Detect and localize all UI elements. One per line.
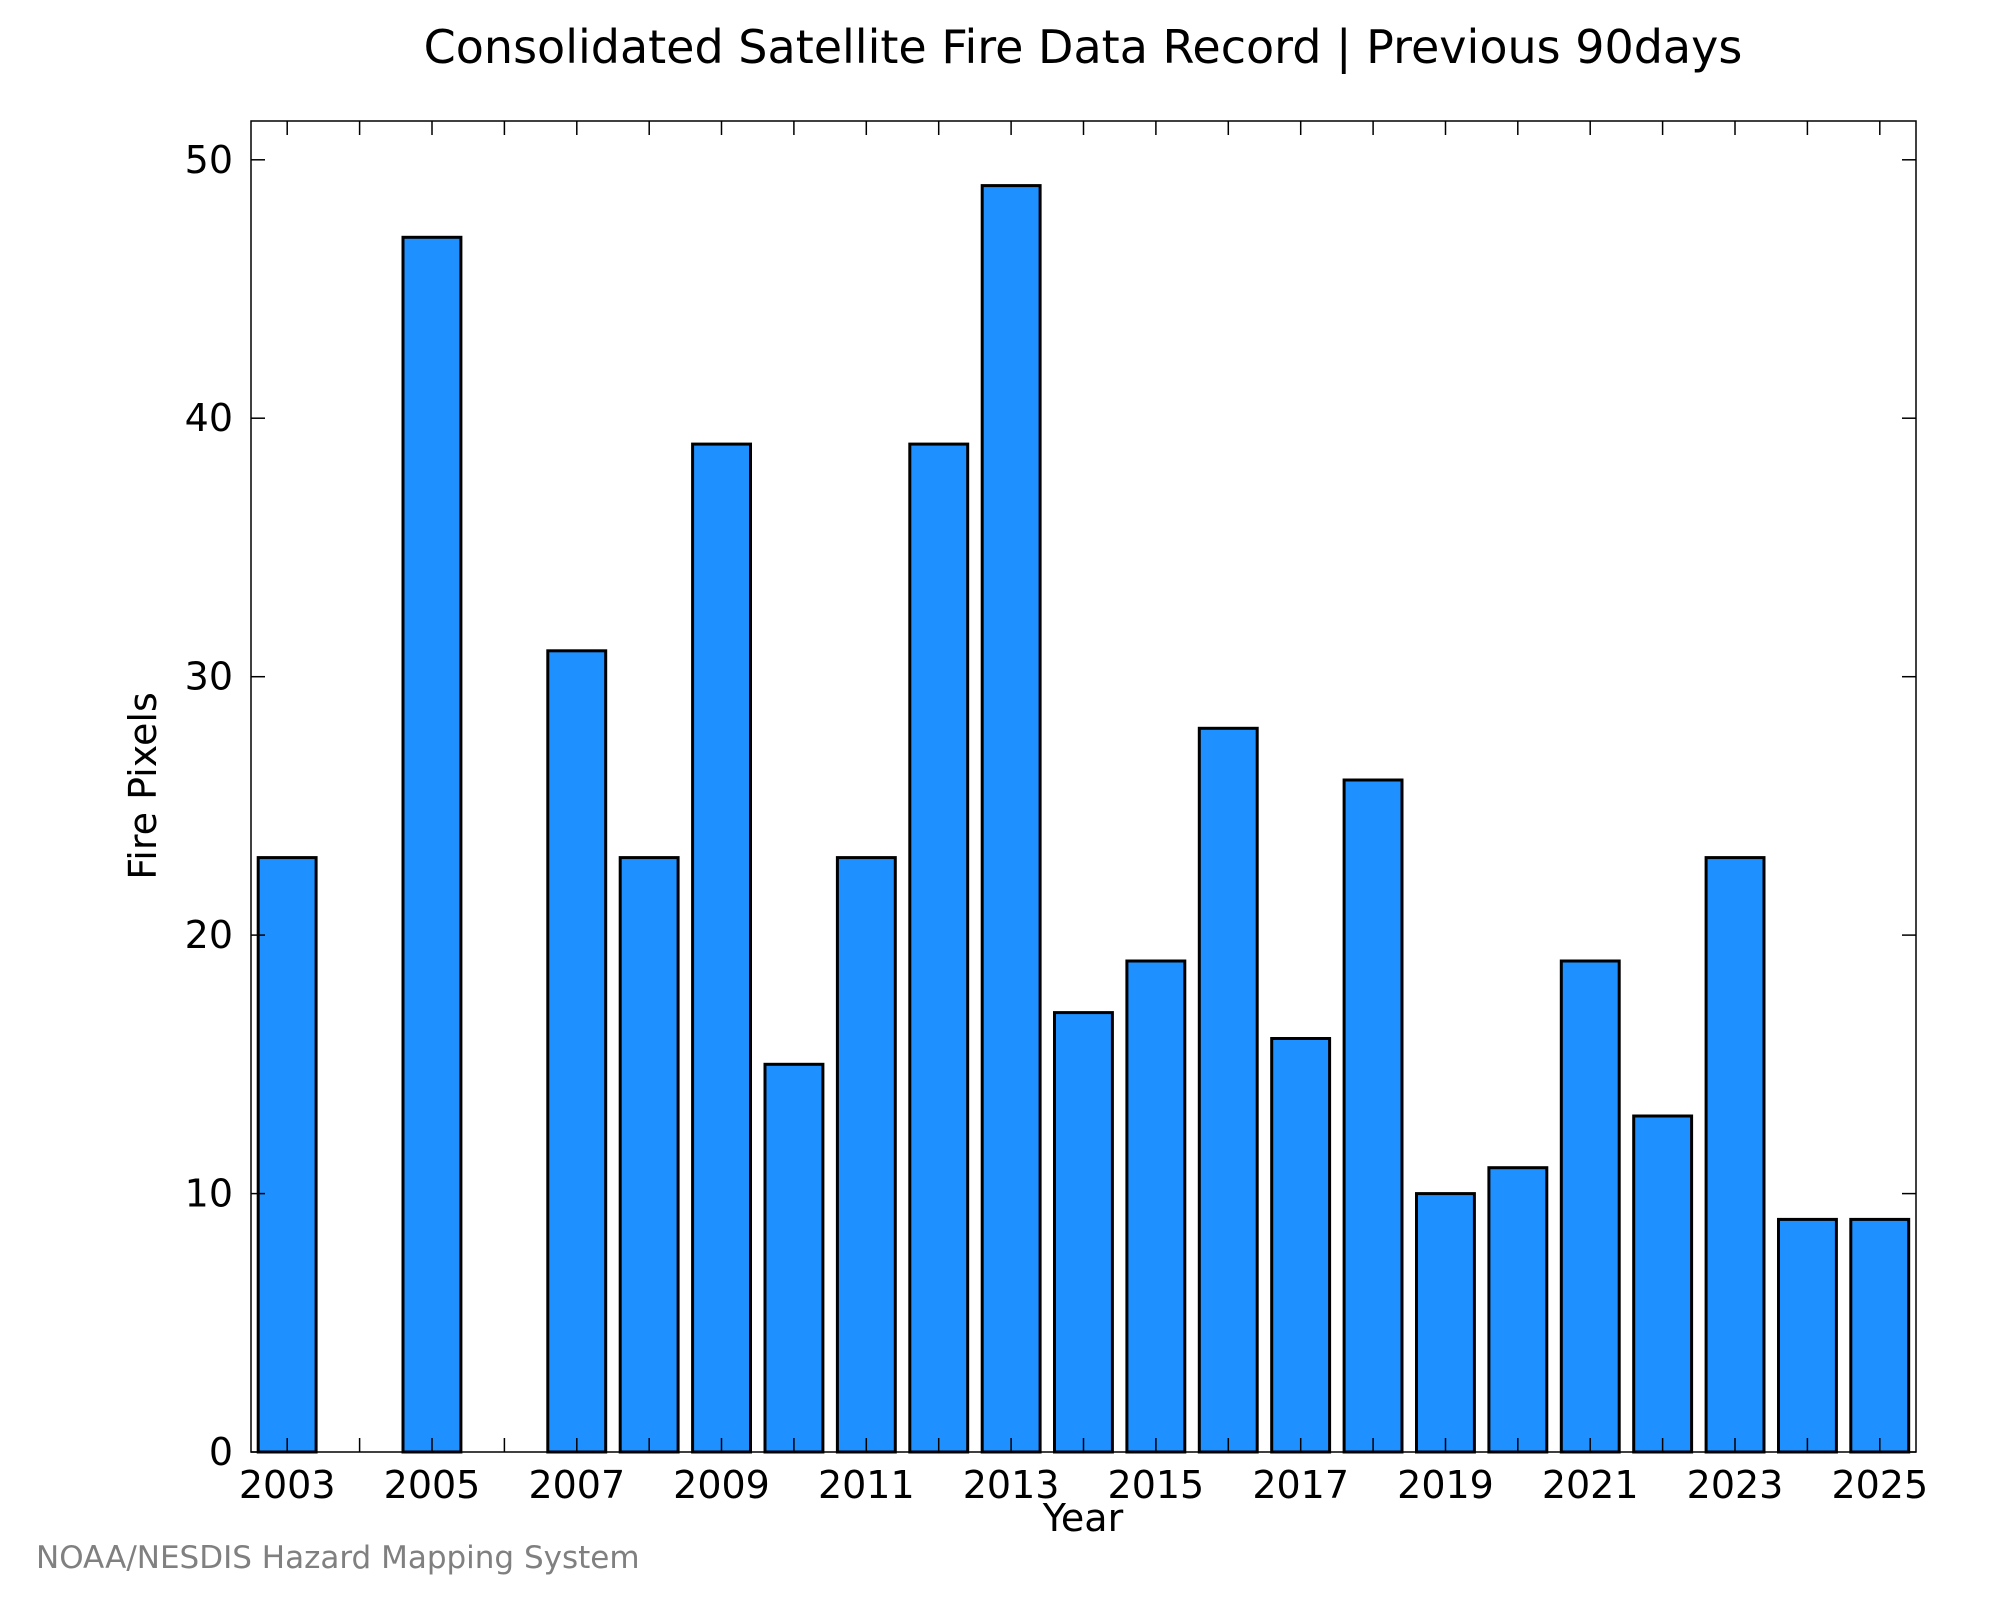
bar-2007 xyxy=(546,649,608,1454)
y-tick-label: 10 xyxy=(185,1172,233,1216)
y-axis-label: Fire Pixels xyxy=(121,692,165,880)
bar-2020 xyxy=(1487,1166,1549,1454)
x-tick-label: 2011 xyxy=(818,1463,915,1507)
bar-2022 xyxy=(1632,1114,1694,1454)
y-tick-label: 40 xyxy=(185,396,233,440)
x-tick-label: 2021 xyxy=(1542,1463,1639,1507)
bar-2010 xyxy=(763,1062,825,1454)
y-tick-label: 50 xyxy=(185,138,233,182)
bar-2012 xyxy=(908,442,970,1454)
x-tick-label: 2009 xyxy=(673,1463,770,1507)
x-tick-label: 2025 xyxy=(1831,1463,1928,1507)
chart-title: Consolidated Satellite Fire Data Record … xyxy=(424,20,1743,75)
bar-2021 xyxy=(1559,959,1621,1454)
bar-2008 xyxy=(618,856,680,1454)
bar-2011 xyxy=(835,856,897,1454)
credit-text: NOAA/NESDIS Hazard Mapping System xyxy=(36,1540,640,1576)
x-tick-label: 2013 xyxy=(963,1463,1060,1507)
bar-2017 xyxy=(1270,1037,1332,1454)
x-tick-label: 2019 xyxy=(1397,1463,1494,1507)
bar-2013 xyxy=(980,184,1042,1454)
y-tick-label: 0 xyxy=(209,1430,233,1474)
bar-2016 xyxy=(1197,726,1259,1454)
bar-2023 xyxy=(1704,856,1766,1454)
x-tick-label: 2007 xyxy=(528,1463,625,1507)
bar-2015 xyxy=(1125,959,1187,1454)
bar-2005 xyxy=(401,235,463,1454)
plot-frame xyxy=(250,120,1917,1453)
bar-2024 xyxy=(1777,1217,1838,1454)
axis-ticks: 2003 2005 2007 2009 2011 2013 2015 2017 2019 2021… xyxy=(185,121,1928,1507)
bar-2018 xyxy=(1342,778,1404,1454)
x-tick-label: 2003 xyxy=(239,1463,336,1507)
bar-2009 xyxy=(691,442,752,1454)
x-axis-label: Year xyxy=(1042,1496,1124,1540)
x-tick-label: 2015 xyxy=(1108,1463,1205,1507)
bar-2014 xyxy=(1053,1011,1114,1454)
y-tick-label: 20 xyxy=(185,913,233,957)
x-tick-label: 2017 xyxy=(1252,1463,1349,1507)
bars-layer xyxy=(256,184,1911,1454)
bar-2003 xyxy=(256,856,318,1454)
y-tick-label: 30 xyxy=(185,655,233,699)
x-tick-label: 2005 xyxy=(384,1463,481,1507)
bar-2019 xyxy=(1415,1192,1476,1454)
bar-2025 xyxy=(1849,1217,1911,1454)
x-tick-label: 2023 xyxy=(1687,1463,1784,1507)
